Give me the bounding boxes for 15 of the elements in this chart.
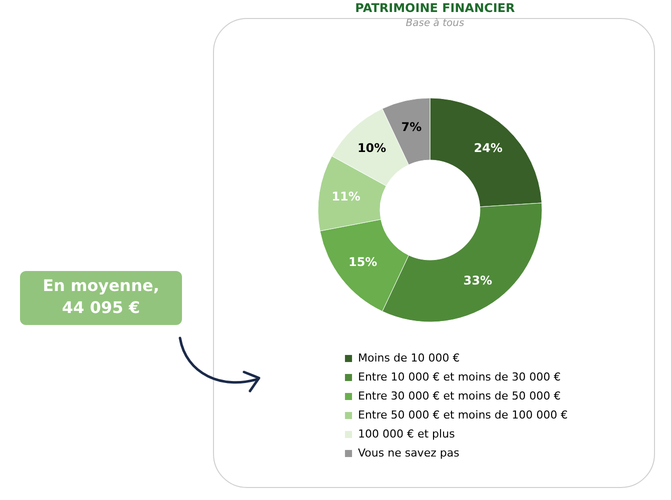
data-label: 33% [463, 273, 492, 288]
legend-label: Entre 10 000 € et moins de 30 000 € [358, 370, 561, 384]
data-label: 7% [401, 120, 422, 134]
text: En moyenne, 44 095 € [20, 271, 182, 325]
data-label: 15% [348, 255, 378, 270]
legend-label: Moins de 10 000 € [358, 352, 460, 364]
chart-title: PATRIMOINE FINANCIER [355, 1, 515, 15]
legend-label: 100 000 € et plus [358, 428, 456, 440]
data-label: 10% [357, 141, 386, 156]
chart-subtitle: Base à tous [406, 18, 464, 29]
legend-label: Vous ne savez pas [358, 446, 460, 460]
data-label: 24% [474, 141, 503, 156]
data-label: 11% [332, 190, 360, 204]
legend-label: Entre 50 000 € et moins de 100 000 € [358, 408, 568, 422]
legend-label: Entre 30 000 € et moins de 50 000 € [358, 390, 561, 402]
